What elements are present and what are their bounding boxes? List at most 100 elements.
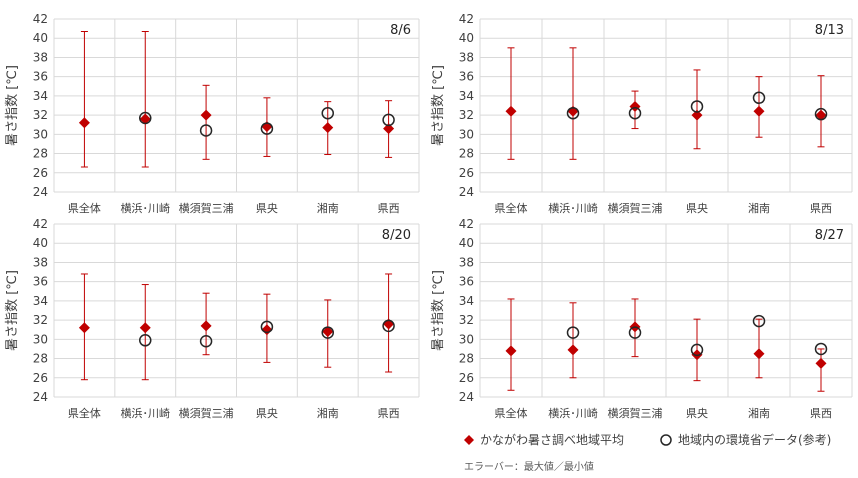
reference-point [814, 342, 828, 356]
regional-average-point [815, 357, 827, 369]
x-tick-label: 県央 [686, 202, 708, 215]
y-tick-label: 42 [33, 12, 48, 26]
regional-average-point [322, 326, 334, 338]
y-tick-label: 40 [459, 31, 474, 45]
x-tick-label: 県央 [256, 202, 278, 215]
y-tick-label: 40 [33, 31, 48, 45]
x-tick-label: 横須賀三浦 [608, 201, 663, 215]
reference-point [752, 314, 766, 328]
x-tick-label: 県全体 [495, 406, 528, 420]
regional-average-point [78, 117, 90, 129]
x-tick-label: 県央 [686, 407, 708, 420]
y-tick-label: 40 [459, 236, 474, 250]
legend-reference-label: 地域内の環境省データ(参考) [678, 433, 832, 447]
errorbar-note: エラーバー：最大値／最小値 [464, 462, 594, 473]
panel-date-title: 8/20 [382, 228, 411, 243]
reference-point [260, 122, 274, 135]
y-tick-label: 28 [33, 352, 48, 366]
y-tick-label: 30 [459, 332, 474, 346]
chart-panel-4: 24 26 28 30 32 34 36 38 40 42 県全体 横浜･川崎 横須賀三浦 県央 湘南 県西 暑… [431, 217, 853, 420]
chart-panel-1: 24 26 28 30 32 34 36 38 40 42 県全体 横浜･川崎 横須賀三浦 県央 湘南 県西 暑… [5, 12, 420, 215]
x-tick-label: 県全体 [495, 201, 528, 215]
regional-average-point [753, 348, 765, 360]
x-tick-label: 県全体 [68, 201, 101, 215]
panel-date-title: 8/13 [815, 23, 844, 38]
regional-average-point [753, 105, 765, 117]
regional-average-point [261, 324, 273, 336]
y-tick-label: 38 [459, 50, 474, 64]
y-tick-label: 26 [459, 166, 474, 180]
y-tick-label: 30 [33, 332, 48, 346]
reference-point [139, 334, 152, 347]
x-tick-label: 横須賀三浦 [179, 201, 234, 215]
y-tick-label: 34 [33, 89, 48, 103]
y-tick-label: 38 [33, 255, 48, 269]
y-axis-label: 暑さ指数 [℃] [431, 270, 446, 351]
legend-reference: 地域内の環境省データ(参考) [660, 431, 831, 448]
reference-point [382, 319, 395, 333]
chart-panel-3: 24 26 28 30 32 34 36 38 40 42 県全体 横浜･川崎 横須賀三浦 県央 湘南 県西 暑… [5, 217, 420, 420]
regional-average-point [567, 344, 579, 356]
reference-point [321, 326, 334, 339]
x-tick-label: 県西 [378, 202, 400, 215]
chart-panel-2: 24 26 28 30 32 34 36 38 40 42 県全体 横浜･川崎 横須賀三浦 県央 湘南 県西 暑… [431, 12, 853, 215]
y-tick-label: 28 [33, 147, 48, 161]
regional-average-point [815, 109, 827, 121]
y-tick-label: 34 [33, 294, 48, 308]
y-tick-label: 32 [459, 108, 474, 122]
regional-average-point [505, 105, 517, 117]
y-tick-label: 36 [33, 70, 48, 84]
reference-point [628, 106, 642, 120]
y-tick-label: 24 [33, 390, 48, 404]
y-tick-label: 36 [459, 275, 474, 289]
reference-point [321, 106, 334, 120]
x-tick-label: 湘南 [317, 201, 339, 215]
reference-point [139, 111, 152, 125]
regional-average-point [139, 322, 151, 334]
y-tick-label: 40 [33, 236, 48, 250]
x-tick-label: 県西 [810, 407, 832, 420]
y-tick-label: 36 [33, 275, 48, 289]
y-tick-label: 42 [33, 217, 48, 231]
y-tick-label: 24 [459, 390, 474, 404]
reference-point [690, 100, 704, 113]
reference-point [382, 113, 395, 127]
x-tick-label: 湘南 [748, 201, 770, 215]
x-tick-label: 横浜･川崎 [548, 201, 598, 215]
y-axis-label: 暑さ指数 [℃] [5, 270, 20, 351]
y-tick-label: 42 [459, 12, 474, 26]
x-tick-label: 県全体 [68, 406, 101, 420]
y-tick-label: 30 [33, 127, 48, 141]
y-tick-label: 38 [33, 50, 48, 64]
x-tick-label: 県西 [810, 202, 832, 215]
y-axis-label: 暑さ指数 [℃] [431, 65, 446, 146]
reference-point [566, 326, 580, 339]
x-tick-label: 県西 [378, 407, 400, 420]
y-tick-label: 24 [33, 185, 48, 199]
y-tick-label: 42 [459, 217, 474, 231]
x-tick-label: 湘南 [317, 406, 339, 420]
y-tick-label: 26 [33, 371, 48, 385]
regional-average-point [505, 345, 517, 357]
regional-average-point [139, 113, 151, 125]
regional-average-point [78, 322, 90, 334]
x-tick-label: 横浜･川崎 [121, 201, 171, 215]
panel-date-title: 8/27 [815, 228, 844, 243]
regional-average-point [691, 109, 703, 121]
y-tick-label: 38 [459, 255, 474, 269]
reference-point [566, 106, 580, 120]
x-tick-label: 横浜･川崎 [121, 406, 171, 420]
legend-circle-icon [660, 433, 672, 446]
legend-regional: かながわ暑さ調べ地域平均 [464, 431, 624, 448]
y-tick-label: 36 [459, 70, 474, 84]
y-tick-label: 28 [459, 352, 474, 366]
reference-point [199, 335, 213, 348]
y-tick-label: 34 [459, 294, 474, 308]
regional-average-point [322, 122, 334, 134]
y-tick-label: 32 [33, 313, 48, 327]
y-tick-label: 26 [459, 371, 474, 385]
reference-point [752, 91, 766, 105]
reference-point [199, 124, 213, 137]
y-tick-label: 30 [459, 127, 474, 141]
